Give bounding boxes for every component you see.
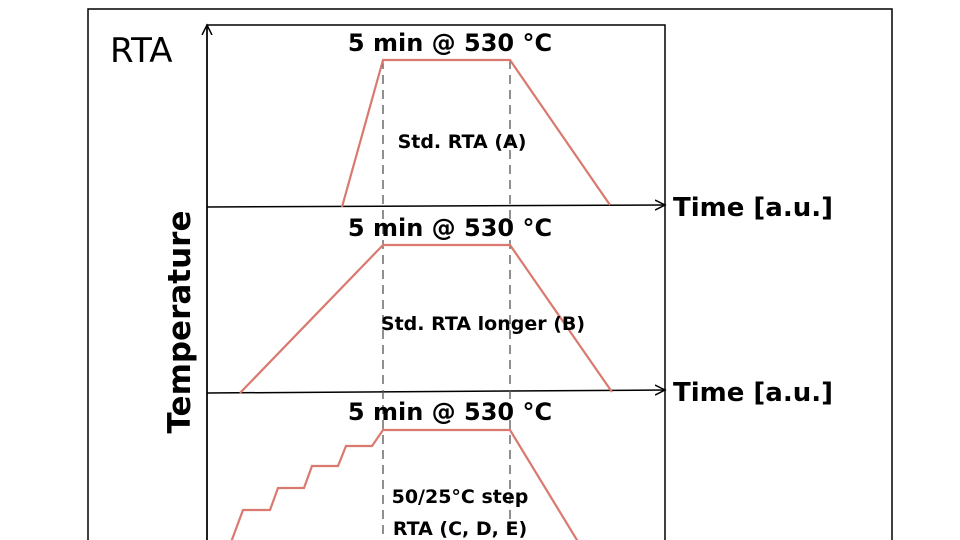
time-axis-1-label: Time [a.u.] (673, 193, 833, 223)
profile-c-name-line-1: 50/25°C step (392, 486, 529, 508)
profile-c-hold-label: 5 min @ 530 °C (348, 398, 552, 426)
profile-c-name-line-2: RTA (C, D, E) (393, 518, 527, 540)
plot-frame (206, 24, 666, 540)
profile-b-hold-label: 5 min @ 530 °C (348, 214, 552, 242)
y-axis-label: Temperature (162, 211, 198, 434)
panel-label: RTA (110, 31, 173, 71)
profile-b-curve (239, 243, 613, 394)
time-axis-2-label: Time [a.u.] (673, 378, 833, 408)
time-axis-1 (206, 205, 665, 207)
outer-frame (87, 8, 893, 540)
profile-a-name: Std. RTA (A) (398, 131, 527, 153)
profile-a-hold-label: 5 min @ 530 °C (348, 29, 552, 57)
profile-c-curve (230, 428, 579, 540)
profile-b-name: Std. RTA longer (B) (381, 313, 585, 335)
profile-a-curve (340, 58, 611, 208)
time-axis-2 (206, 390, 665, 393)
